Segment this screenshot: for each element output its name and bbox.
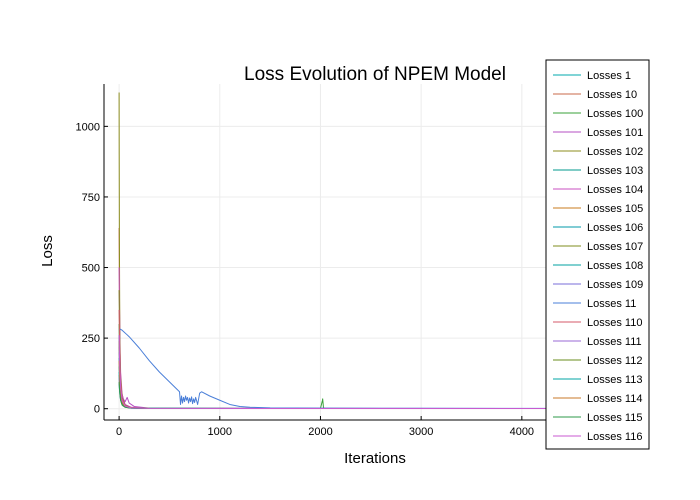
legend-label: Losses 1 — [587, 70, 631, 82]
x-axis-title: Iterations — [344, 450, 406, 467]
legend-box — [545, 59, 650, 450]
y-tick-label: 750 — [82, 192, 100, 204]
x-tick-label: 2000 — [308, 426, 332, 438]
legend-label: Losses 109 — [587, 279, 643, 291]
legend-label: Losses 102 — [587, 146, 643, 158]
tick-labels: 0 1000 2000 3000 4000 0 250 500 750 1000 — [76, 121, 535, 438]
legend-label: Losses 105 — [587, 203, 643, 215]
y-tick-label: 250 — [82, 333, 100, 345]
legend-label: Losses 104 — [587, 184, 643, 196]
legend-label: Losses 10 — [587, 89, 637, 101]
x-tick-label: 4000 — [510, 426, 534, 438]
y-tick-label: 500 — [82, 263, 100, 275]
legend-label: Losses 115 — [587, 412, 642, 424]
legend-label: Losses 100 — [587, 108, 643, 120]
legend-label: Losses 103 — [587, 165, 643, 177]
legend-label: Losses 101 — [587, 127, 643, 139]
series-line — [118, 335, 547, 410]
legend-label: Losses 113 — [587, 374, 642, 386]
legend-label: Losses 108 — [587, 260, 643, 272]
legend-label: Losses 116 — [587, 431, 642, 443]
legend-label: Losses 110 — [587, 317, 642, 329]
y-tick-label: 1000 — [76, 121, 100, 133]
series-line — [118, 328, 547, 409]
legend: Losses 1 Losses 10 Losses 100 Losses 101 Los… — [545, 59, 650, 450]
legend-label: Losses 107 — [587, 241, 643, 253]
chart-title: Loss Evolution of NPEM Model — [244, 64, 506, 85]
legend-label: Losses 106 — [587, 222, 643, 234]
y-axis-title: Loss — [39, 235, 56, 267]
legend-label: Losses 11 — [587, 298, 636, 310]
x-tick-label: 0 — [116, 426, 122, 438]
legend-label: Losses 111 — [587, 336, 642, 348]
legend-label: Losses 112 — [587, 355, 642, 367]
axes — [103, 84, 547, 421]
legend-label: Losses 114 — [587, 393, 642, 405]
x-tick-label: 3000 — [409, 426, 433, 438]
x-tick-label: 1000 — [208, 426, 232, 438]
series-lines — [118, 92, 547, 410]
y-tick-label: 0 — [94, 404, 100, 416]
